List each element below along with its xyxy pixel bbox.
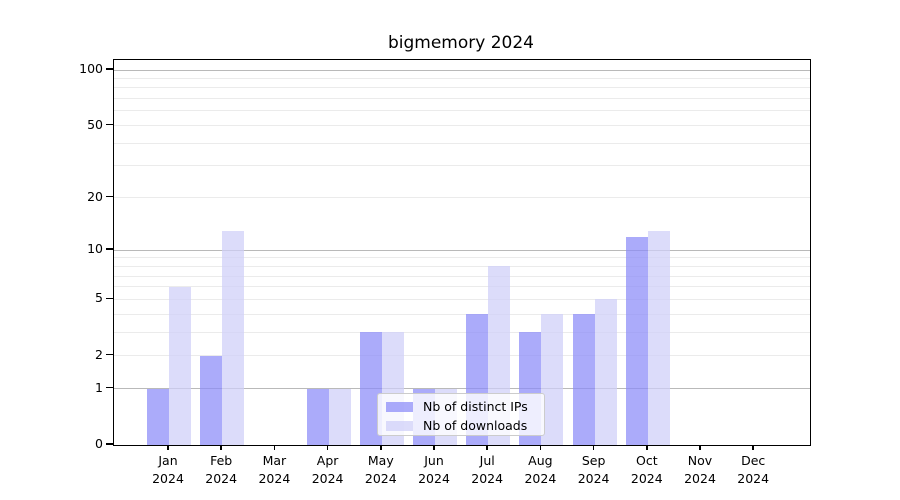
x-tick-mark — [167, 445, 169, 450]
bar-downloads-apr — [328, 388, 351, 445]
y-tick-label: 0 — [95, 436, 103, 451]
y-tick-label: 2 — [95, 346, 103, 362]
x-tick-label: Feb 2024 — [205, 453, 238, 486]
minor-gridline — [114, 257, 810, 259]
major-gridline — [114, 69, 810, 71]
legend-label-downloads: Nb of downloads — [423, 418, 528, 433]
minor-gridline — [114, 87, 810, 89]
minor-gridline — [114, 355, 810, 357]
bar-downloads-sep — [594, 299, 617, 445]
y-tick-label: 20 — [87, 188, 103, 204]
x-tick-label: Jan 2024 — [152, 453, 184, 486]
x-tick-label: Jun 2024 — [418, 453, 450, 486]
y-tick-mark — [106, 123, 113, 126]
x-tick-mark — [752, 445, 754, 450]
x-tick-mark — [433, 445, 435, 450]
x-tick-label: May 2024 — [364, 453, 397, 486]
x-tick-label: Aug 2024 — [524, 453, 557, 486]
bars-layer — [114, 60, 810, 445]
minor-gridline — [114, 77, 810, 79]
bar-distinct-ips-jan — [147, 388, 169, 445]
x-tick-label: Oct 2024 — [630, 453, 663, 486]
minor-gridline — [114, 298, 810, 300]
legend: Nb of distinct IPs Nb of downloads — [377, 393, 545, 436]
minor-gridline — [114, 197, 810, 199]
x-tick-mark — [220, 445, 222, 450]
minor-gridline — [114, 331, 810, 333]
x-tick-mark — [326, 445, 329, 450]
grid-layer — [114, 60, 810, 445]
x-tick-mark — [699, 445, 701, 450]
y-tick-mark — [106, 353, 113, 356]
minor-gridline — [114, 110, 810, 112]
minor-gridline — [114, 98, 810, 100]
x-tick-label: Jul 2024 — [471, 453, 504, 486]
x-tick-label: Dec 2024 — [737, 453, 770, 486]
legend-label-distinct-ips: Nb of distinct IPs — [423, 399, 528, 414]
x-tick-label: Mar 2024 — [258, 453, 291, 486]
y-tick-mark — [106, 195, 113, 198]
minor-gridline — [114, 275, 810, 277]
y-tick-mark — [106, 297, 113, 300]
y-tick-label: 100 — [79, 61, 103, 76]
legend-item-downloads: Nb of downloads — [386, 416, 544, 435]
y-tick-label: 10 — [87, 241, 103, 257]
bar-downloads-oct — [647, 230, 670, 445]
legend-swatch-distinct-ips — [386, 401, 413, 412]
x-tick-mark — [646, 445, 648, 450]
y-tick-label: 1 — [95, 379, 103, 395]
y-tick-mark — [106, 443, 113, 445]
minor-gridline — [114, 142, 810, 144]
y-tick-mark — [106, 386, 113, 389]
bar-distinct-ips-feb — [200, 355, 223, 445]
y-tick-mark — [106, 68, 113, 70]
minor-gridline — [114, 313, 810, 315]
minor-gridline — [114, 265, 810, 267]
y-tick-mark — [106, 248, 113, 250]
minor-gridline — [114, 125, 810, 127]
x-tick-mark — [592, 445, 595, 450]
x-tick-label: Apr 2024 — [311, 453, 344, 486]
x-tick-mark — [539, 445, 542, 450]
minor-gridline — [114, 286, 810, 288]
chart-title: bigmemory 2024 — [387, 33, 534, 53]
legend-item-distinct-ips: Nb of distinct IPs — [386, 397, 544, 416]
bar-distinct-ips-apr — [306, 388, 329, 445]
minor-gridline — [114, 165, 810, 167]
bar-distinct-ips-may — [359, 332, 382, 445]
bar-downloads-jan — [169, 286, 191, 445]
legend-swatch-downloads — [386, 420, 413, 431]
x-tick-mark — [273, 445, 276, 450]
x-tick-mark — [486, 445, 488, 450]
x-tick-label: Nov 2024 — [684, 453, 716, 486]
x-tick-mark — [380, 445, 382, 450]
y-tick-label: 5 — [95, 290, 103, 306]
major-gridline — [114, 388, 810, 390]
bar-distinct-ips-sep — [572, 314, 595, 445]
bar-downloads-feb — [222, 230, 245, 445]
bar-distinct-ips-oct — [625, 236, 648, 445]
major-gridline — [114, 249, 810, 251]
plot-area — [113, 59, 811, 446]
x-tick-label: Sep 2024 — [577, 453, 610, 486]
bar-downloads-aug — [541, 314, 564, 445]
y-tick-label: 50 — [87, 116, 103, 132]
